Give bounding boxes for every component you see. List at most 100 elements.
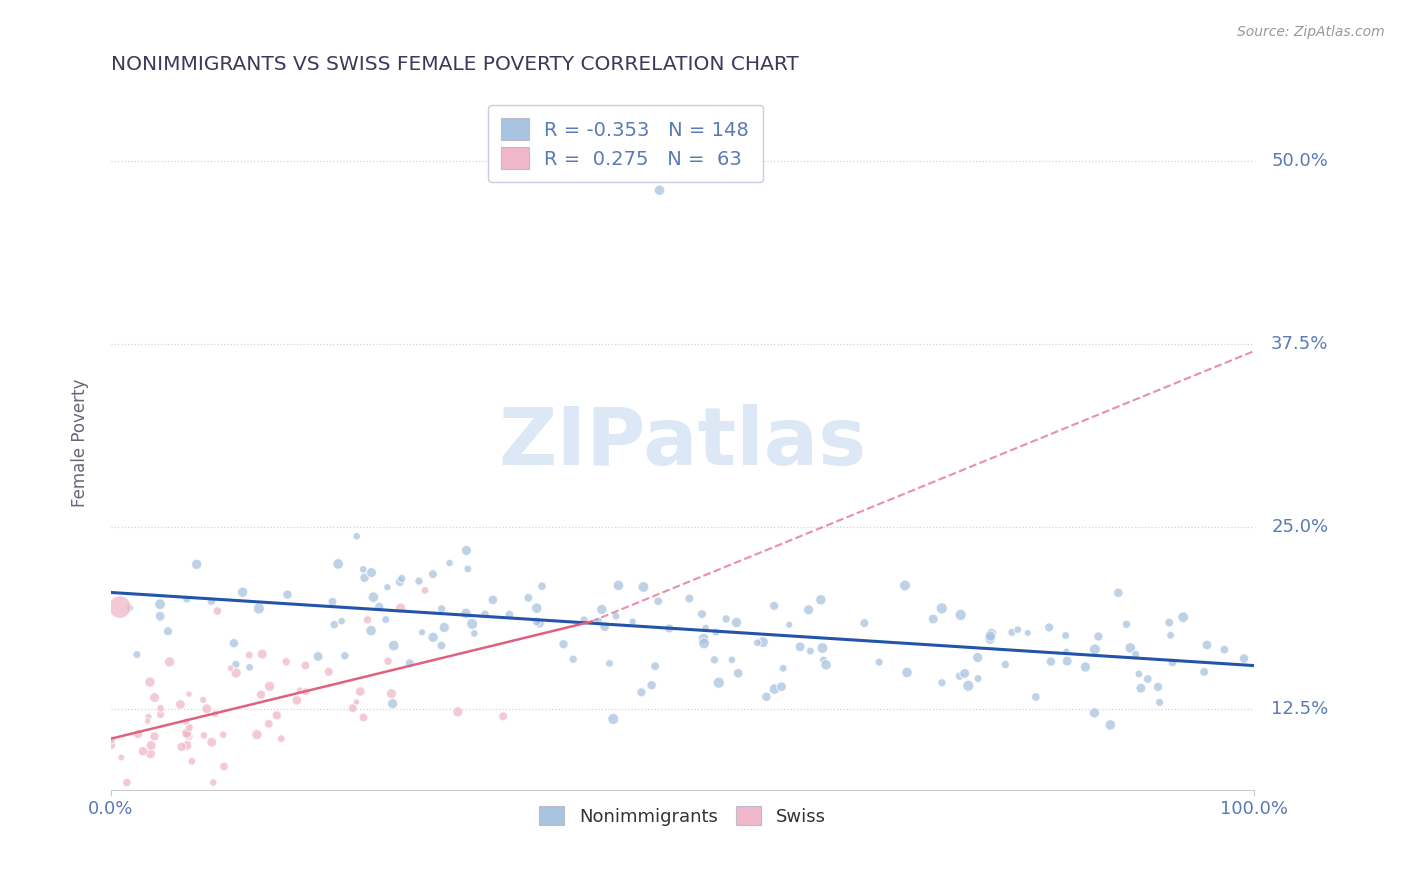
Point <box>115 775 138 789</box>
Point <box>156 624 179 639</box>
Point <box>247 601 270 615</box>
Point <box>381 697 404 711</box>
Point <box>1128 667 1150 681</box>
Point <box>461 616 484 631</box>
Point <box>138 710 160 724</box>
Point <box>411 625 433 640</box>
Point <box>353 571 375 585</box>
Point <box>225 657 247 672</box>
Point <box>328 557 350 571</box>
Point <box>118 601 141 615</box>
Point <box>797 603 820 617</box>
Point <box>1125 647 1147 661</box>
Point <box>191 693 214 707</box>
Point <box>212 728 235 742</box>
Point <box>136 714 159 728</box>
Point <box>526 615 548 629</box>
Point <box>1039 655 1062 669</box>
Point <box>1017 626 1039 640</box>
Point <box>456 543 478 558</box>
Point <box>1054 628 1077 642</box>
Point <box>342 701 364 715</box>
Point <box>110 750 132 764</box>
Point <box>813 653 835 667</box>
Point <box>201 735 224 749</box>
Point <box>498 607 520 622</box>
Text: 12.5%: 12.5% <box>1271 700 1329 718</box>
Point <box>177 687 200 701</box>
Point <box>176 592 198 607</box>
Point <box>408 574 430 588</box>
Point <box>714 612 737 626</box>
Text: 50.0%: 50.0% <box>1271 152 1329 170</box>
Point <box>204 706 226 721</box>
Point <box>1115 617 1137 632</box>
Point <box>439 556 461 570</box>
Point <box>752 635 775 649</box>
Point <box>100 738 122 752</box>
Point <box>931 675 953 690</box>
Point <box>896 665 918 680</box>
Point <box>294 658 316 673</box>
Text: NONIMMIGRANTS VS SWISS FEMALE POVERTY CORRELATION CHART: NONIMMIGRANTS VS SWISS FEMALE POVERTY CO… <box>111 55 799 74</box>
Point <box>176 726 198 740</box>
Point <box>391 572 413 586</box>
Point <box>593 619 616 633</box>
Point <box>170 739 193 754</box>
Point <box>259 679 281 693</box>
Point <box>1136 672 1159 686</box>
Point <box>143 730 166 744</box>
Point <box>704 625 727 640</box>
Point <box>159 655 181 669</box>
Point <box>770 680 793 694</box>
Point <box>149 707 172 722</box>
Point <box>727 666 749 681</box>
Text: Source: ZipAtlas.com: Source: ZipAtlas.com <box>1237 25 1385 39</box>
Text: 37.5%: 37.5% <box>1271 334 1329 353</box>
Point <box>307 649 329 664</box>
Point <box>1213 642 1236 657</box>
Point <box>232 585 254 599</box>
Point <box>811 640 834 655</box>
Point <box>1149 695 1171 709</box>
Point <box>949 607 972 622</box>
Point <box>212 759 235 773</box>
Point <box>979 632 1001 646</box>
Point <box>174 714 197 729</box>
Point <box>772 661 794 675</box>
Point <box>149 597 172 611</box>
Point <box>1087 630 1109 644</box>
Point <box>225 665 247 680</box>
Point <box>363 590 385 604</box>
Point <box>517 591 540 605</box>
Point <box>108 600 131 615</box>
Point <box>360 566 382 580</box>
Point <box>380 687 402 701</box>
Point <box>678 591 700 606</box>
Point <box>725 615 748 630</box>
Point <box>690 607 713 621</box>
Point <box>966 650 988 665</box>
Point <box>463 626 485 640</box>
Point <box>139 675 162 690</box>
Point <box>763 599 786 613</box>
Point <box>200 594 222 608</box>
Point <box>868 655 890 669</box>
Point <box>430 639 453 653</box>
Point <box>207 604 229 618</box>
Text: 25.0%: 25.0% <box>1271 517 1329 535</box>
Point <box>266 708 288 723</box>
Point <box>389 601 412 615</box>
Point <box>922 612 945 626</box>
Point <box>1173 610 1195 624</box>
Point <box>721 653 744 667</box>
Point <box>1056 654 1078 668</box>
Point <box>957 679 980 693</box>
Point <box>288 683 311 698</box>
Point <box>1107 586 1129 600</box>
Text: ZIPatlas: ZIPatlas <box>498 403 866 482</box>
Point <box>1074 660 1097 674</box>
Point <box>572 613 595 627</box>
Point <box>707 675 730 690</box>
Point <box>360 624 382 638</box>
